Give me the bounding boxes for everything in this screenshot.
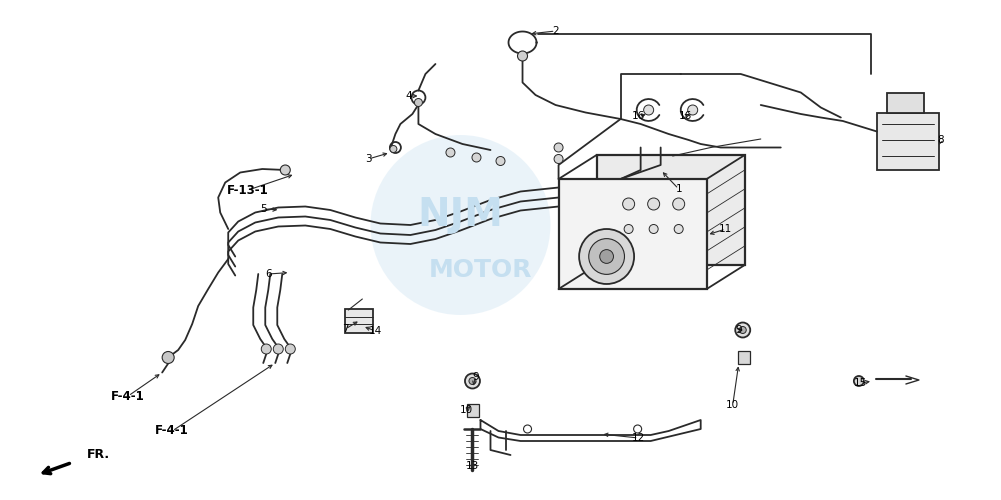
Circle shape [469,378,475,384]
Bar [345,309,373,333]
Circle shape [261,344,271,354]
Text: 13: 13 [465,461,479,471]
Circle shape [644,105,654,115]
Circle shape [650,224,658,234]
Text: 10: 10 [459,405,473,415]
Circle shape [446,148,454,157]
Text: FR.: FR. [86,448,110,460]
Circle shape [414,98,422,106]
Circle shape [623,198,635,210]
Circle shape [648,198,660,210]
Text: 8: 8 [938,135,944,145]
Text: 14: 14 [368,326,382,336]
Text: 15: 15 [854,378,868,388]
Circle shape [465,374,479,388]
Circle shape [555,143,563,152]
Circle shape [673,198,685,210]
Bar [877,112,939,170]
Text: MOTOR: MOTOR [428,258,533,282]
Text: F-4-1: F-4-1 [111,390,145,402]
Bar [738,351,750,364]
Text: 9: 9 [472,372,478,382]
Text: 11: 11 [719,224,733,234]
Text: 1: 1 [676,184,682,194]
Circle shape [518,51,528,61]
Bar [887,92,924,112]
Text: 5: 5 [260,204,266,214]
Circle shape [736,322,750,338]
Circle shape [600,250,614,264]
Text: 12: 12 [632,433,646,443]
Text: 10: 10 [726,400,740,410]
Circle shape [370,135,551,315]
Circle shape [675,224,683,234]
Circle shape [472,153,480,162]
Text: 3: 3 [365,154,371,164]
Circle shape [390,146,396,152]
Text: 16: 16 [679,111,693,121]
Circle shape [496,156,505,166]
Bar [467,404,479,416]
Text: 2: 2 [553,26,559,36]
Text: F-4-1: F-4-1 [155,424,189,438]
Text: F-13-1: F-13-1 [227,184,269,196]
Text: NJM: NJM [417,196,504,234]
Circle shape [285,344,295,354]
Circle shape [162,352,174,364]
Circle shape [524,425,532,433]
Circle shape [740,326,746,334]
Circle shape [280,165,290,175]
Circle shape [854,376,864,386]
Circle shape [580,229,634,284]
Circle shape [589,238,625,274]
Circle shape [634,425,642,433]
Text: 7: 7 [342,324,348,334]
Circle shape [688,105,698,115]
Text: 6: 6 [265,269,271,279]
Text: 4: 4 [405,91,411,101]
Circle shape [625,224,633,234]
Circle shape [555,154,563,164]
Circle shape [273,344,283,354]
Text: 9: 9 [736,325,742,335]
Bar [559,179,707,289]
Text: 16: 16 [632,111,646,121]
Bar [597,155,745,265]
